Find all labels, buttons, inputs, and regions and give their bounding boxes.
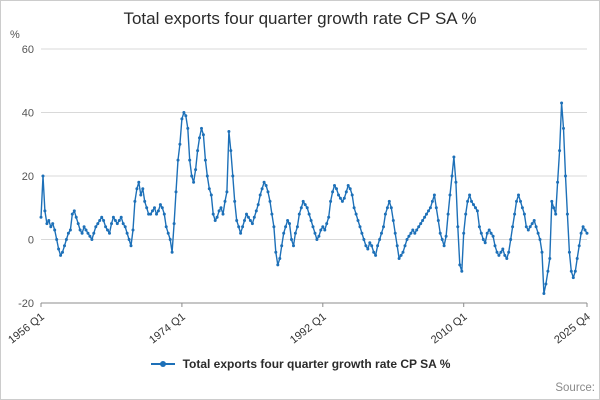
svg-text:1974 Q1: 1974 Q1	[147, 311, 188, 346]
source-label: Source:	[555, 382, 595, 394]
svg-text:2025 Q4: 2025 Q4	[552, 311, 593, 346]
svg-text:1956 Q1: 1956 Q1	[6, 311, 47, 346]
svg-text:40: 40	[22, 108, 34, 120]
svg-text:20: 20	[22, 171, 34, 183]
y-axis-unit-label: %	[10, 29, 20, 41]
svg-text:2010 Q1: 2010 Q1	[429, 311, 470, 346]
legend: Total exports four quarter growth rate C…	[1, 357, 599, 371]
legend-line-icon	[150, 361, 175, 367]
svg-text:1992 Q1: 1992 Q1	[288, 311, 329, 346]
svg-text:60: 60	[22, 44, 34, 56]
chart-title: Total exports four quarter growth rate C…	[123, 9, 477, 28]
svg-text:0: 0	[28, 235, 34, 247]
svg-text:-20: -20	[18, 298, 34, 310]
legend-label: Total exports four quarter growth rate C…	[182, 357, 451, 371]
